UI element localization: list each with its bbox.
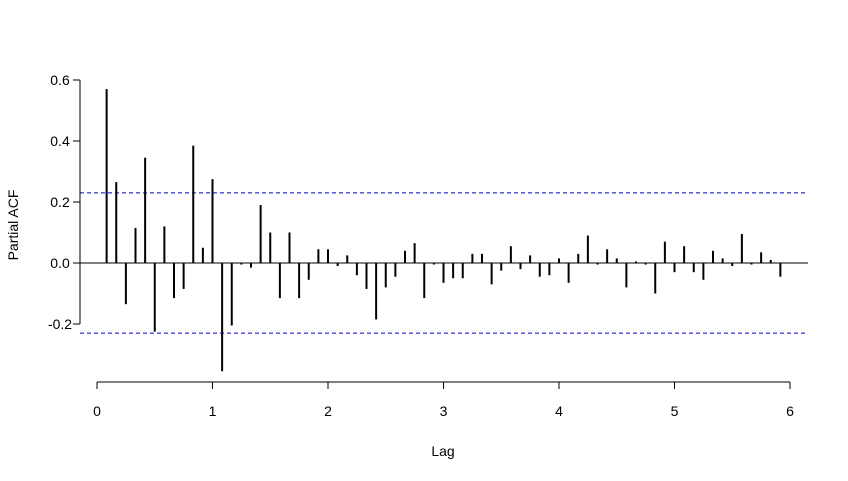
x-axis-title: Lag (431, 443, 454, 459)
x-tick-label: 0 (93, 403, 101, 419)
pacf-spikes (105, 89, 782, 372)
x-tick-label: 4 (555, 403, 563, 419)
x-tick-label: 2 (324, 403, 332, 419)
y-tick-label: -0.2 (48, 316, 72, 332)
y-axis-title: Partial ACF (5, 190, 21, 261)
x-tick-label: 3 (440, 403, 448, 419)
y-tick-label: 0.4 (50, 133, 70, 149)
x-tick-label: 1 (209, 403, 217, 419)
x-tick-label: 5 (671, 403, 679, 419)
y-axis: -0.2 0.0 0.2 0.4 0.6 (48, 72, 81, 332)
y-tick-label: 0.2 (50, 194, 70, 210)
y-tick-label: 0.6 (50, 72, 70, 88)
x-tick-label: 6 (786, 403, 794, 419)
y-tick-label: 0.0 (50, 255, 70, 271)
x-axis: 0 1 2 3 4 5 6 (93, 381, 794, 419)
